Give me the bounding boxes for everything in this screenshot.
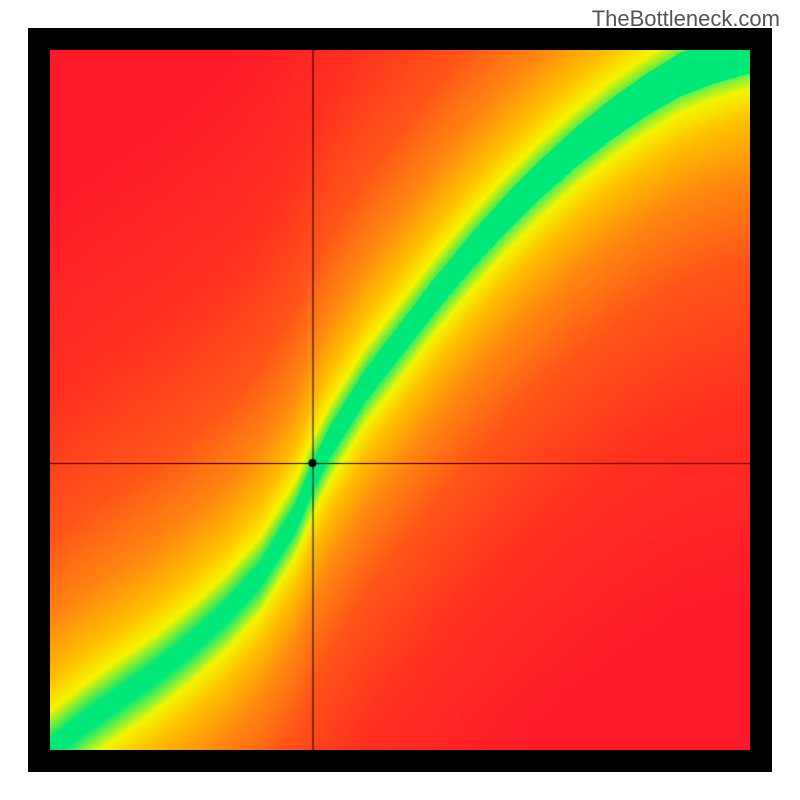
watermark-text: TheBottleneck.com (592, 6, 780, 32)
heatmap-canvas (50, 50, 750, 750)
chart-container: TheBottleneck.com (0, 0, 800, 800)
chart-frame (28, 28, 772, 772)
heatmap-plot (50, 50, 750, 750)
